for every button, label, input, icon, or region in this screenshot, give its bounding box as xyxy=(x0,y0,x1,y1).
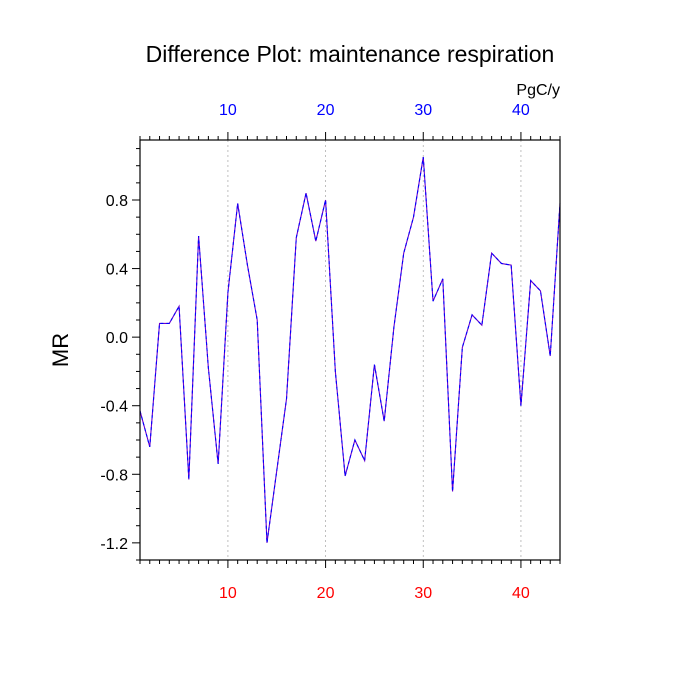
y-tick-label: -0.4 xyxy=(100,399,128,416)
y-tick-label: 0.8 xyxy=(106,193,128,210)
y-axis-label: MR xyxy=(48,333,73,367)
x-tick-label-bottom: 10 xyxy=(219,585,237,602)
x-tick-label-bottom: 20 xyxy=(317,585,335,602)
series-line-dash xyxy=(139,157,561,543)
x-tick-labels-top: 10 20 30 40 xyxy=(219,102,530,119)
units-label: PgC/y xyxy=(516,82,560,99)
y-tick-label: 0.4 xyxy=(106,262,128,279)
x-tick-label-top: 30 xyxy=(414,102,432,119)
x-tick-label-top: 40 xyxy=(512,102,530,119)
x-tick-label-bottom: 30 xyxy=(414,585,432,602)
y-tick-label: -0.8 xyxy=(100,467,128,484)
x-tick-labels-bottom: 10 20 30 40 xyxy=(219,585,530,602)
y-tick-labels: -1.2 -0.8 -0.4 0.0 0.4 0.8 xyxy=(100,193,128,553)
axis-ticks xyxy=(132,132,561,568)
grid-lines xyxy=(227,140,522,560)
chart-title: Difference Plot: maintenance respiration xyxy=(146,41,555,67)
y-tick-label: -1.2 xyxy=(100,536,128,553)
data-series xyxy=(139,157,561,543)
y-tick-label: 0.0 xyxy=(106,330,128,347)
x-tick-label-top: 10 xyxy=(219,102,237,119)
x-tick-label-top: 20 xyxy=(317,102,335,119)
x-tick-label-bottom: 40 xyxy=(512,585,530,602)
plot-frame xyxy=(139,139,561,561)
series-line xyxy=(139,157,561,543)
